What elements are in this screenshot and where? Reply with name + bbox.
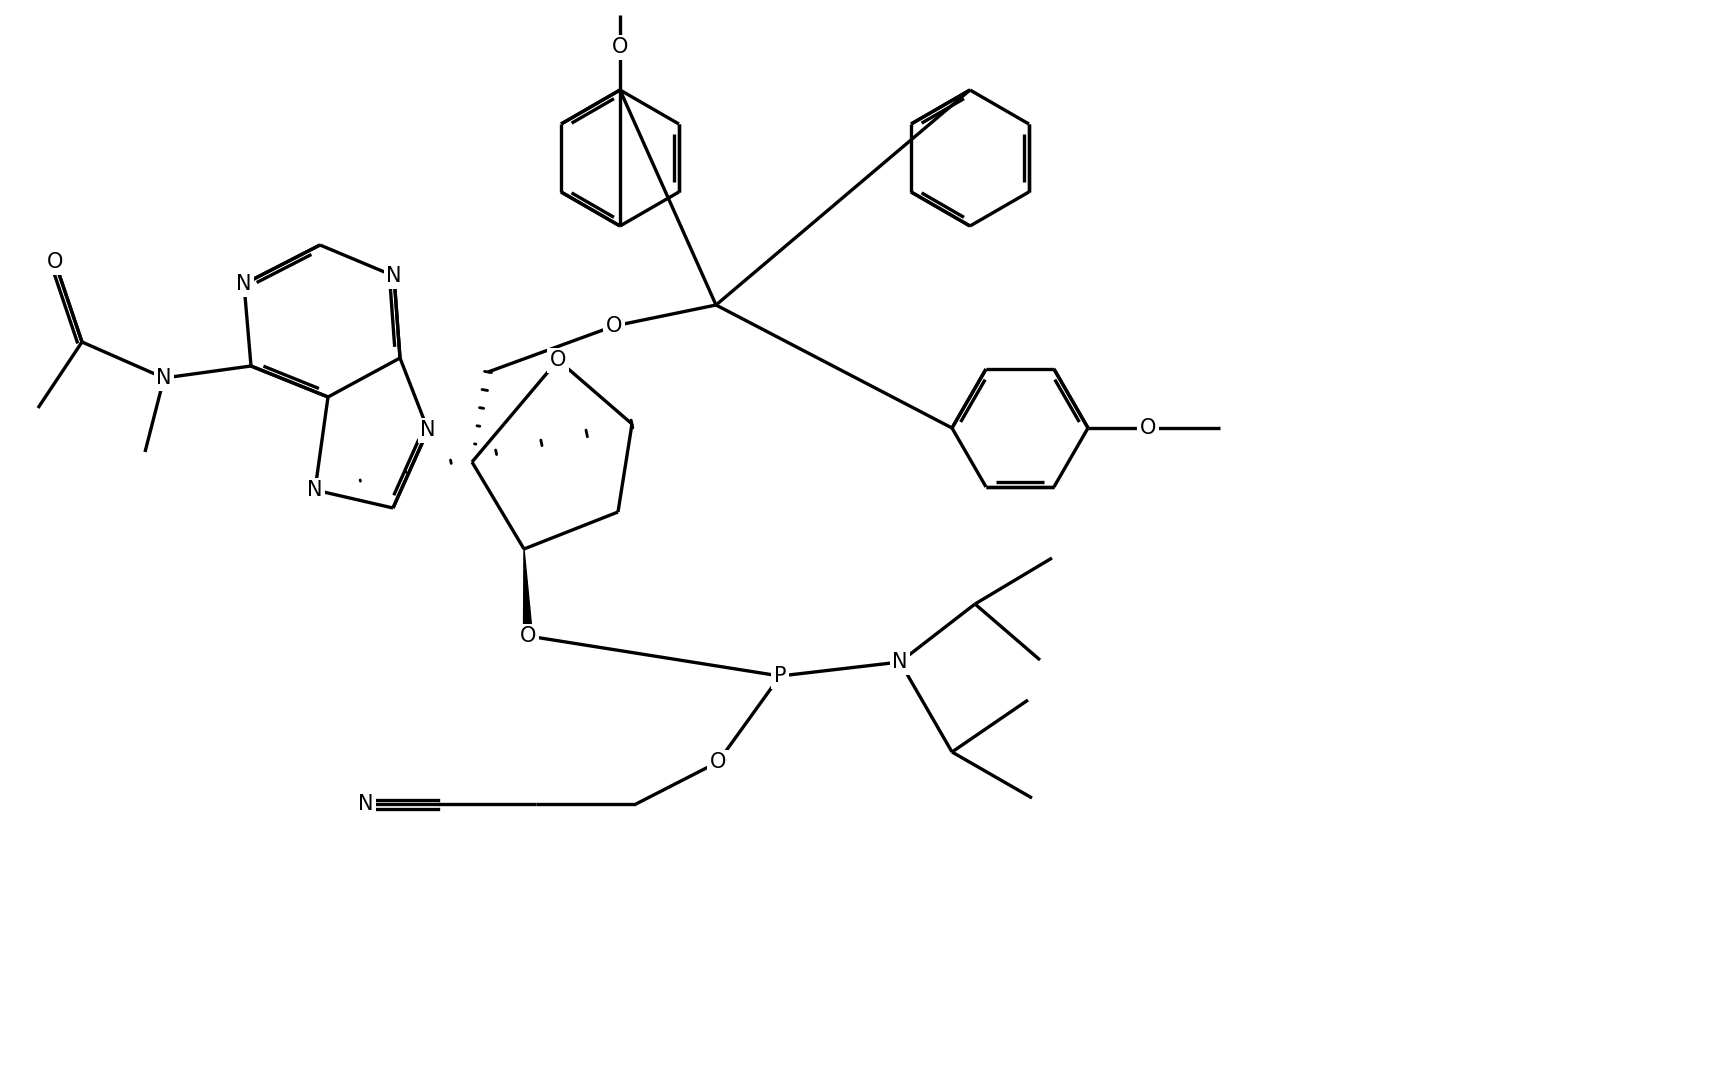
Text: N: N — [237, 274, 253, 294]
Text: O: O — [519, 626, 536, 646]
Text: N: N — [156, 368, 171, 388]
Text: O: O — [612, 37, 628, 56]
Text: N: N — [893, 652, 908, 672]
Text: O: O — [1140, 418, 1156, 438]
Text: O: O — [550, 350, 566, 370]
Text: N: N — [308, 480, 324, 500]
Polygon shape — [524, 550, 533, 636]
Text: O: O — [606, 316, 623, 336]
Text: P: P — [773, 666, 785, 686]
Text: N: N — [420, 420, 436, 440]
Text: O: O — [709, 752, 727, 772]
Text: N: N — [358, 794, 374, 814]
Text: N: N — [386, 266, 401, 286]
Text: O: O — [47, 252, 64, 272]
